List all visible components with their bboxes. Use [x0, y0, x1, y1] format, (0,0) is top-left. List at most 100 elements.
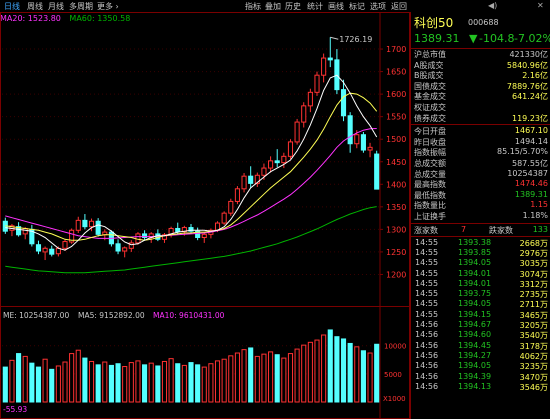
ma10-line [5, 92, 378, 241]
candle-up [62, 241, 68, 249]
stat-value: 1494.14 [514, 136, 548, 146]
candle-down [188, 227, 194, 232]
down-arrow-icon: ▼ [469, 32, 478, 45]
candle-up [321, 57, 327, 76]
kline-chart[interactable]: 1200 1250 1300 1350 1400 1450 1500 1550 1600 1650… [0, 0, 410, 419]
candle-up [314, 74, 320, 93]
candle-up [367, 146, 373, 151]
volume-bar [228, 355, 234, 403]
volume-bar [155, 365, 161, 403]
stat-value: 1474.46 [514, 179, 548, 189]
tick-time: 14:55 [415, 309, 439, 319]
volume-bar [274, 354, 280, 403]
tool-draw-line[interactable]: 画线 [328, 2, 344, 11]
quote-panel: 科创50 000688 1389.31 ▼ -104.8 -7.02% 沪总市值… [410, 12, 550, 419]
decliners-label: 跌家数 [489, 225, 513, 235]
volume-bar [347, 342, 353, 403]
volume-bar [168, 358, 174, 403]
candle-up [122, 247, 128, 252]
volume-bar [261, 353, 267, 403]
candle-up [135, 233, 141, 244]
stat-label: 指数量比 [414, 201, 446, 211]
candle-down [35, 244, 42, 252]
price-tick-label: 1650 [386, 68, 406, 77]
tick-volume: 2735万 [519, 290, 548, 300]
volume-bar [175, 363, 181, 403]
decliners-count: 133 [532, 224, 548, 234]
tab-daily[interactable]: 日线 [4, 2, 20, 11]
close-icon[interactable]: ✕ [537, 1, 544, 10]
tick-volume: 3235万 [519, 362, 548, 372]
volume-bar [301, 344, 307, 403]
sound-icon[interactable]: ◀) [488, 1, 498, 10]
tick-price: 1394.01 [458, 278, 492, 288]
volume-bar [360, 350, 366, 403]
volume-bar [367, 352, 373, 403]
volume-bar [281, 357, 287, 403]
candle-up [294, 121, 300, 143]
tick-time: 14:55 [415, 237, 439, 247]
tool-statistics[interactable]: 统计 [307, 2, 323, 11]
price-change-pct: -7.02% [514, 32, 550, 45]
tool-history[interactable]: 历史 [285, 2, 301, 11]
tick-row: 14:56 1394.05 3235万 [411, 361, 550, 371]
volume-bar [321, 334, 327, 403]
candle-up [88, 220, 95, 228]
tool-return[interactable]: 返回 [391, 2, 407, 11]
stat-value: 119.23亿 [512, 113, 548, 123]
tick-volume: 3205万 [519, 321, 548, 330]
tick-time: 14:56 [415, 330, 439, 340]
candle-up [69, 229, 75, 243]
volume-bar [142, 364, 148, 403]
stat-row: 指数振幅 85.15/5.70% [411, 147, 550, 157]
advancers-count: 7 [461, 224, 467, 234]
tick-volume: 3074万 [519, 269, 548, 279]
tick-row: 14:56 1394.13 3546万 [411, 382, 550, 392]
tool-indicator[interactable]: 指标 [245, 2, 261, 11]
tick-row: 14:56 1394.39 3470万 [411, 372, 550, 382]
volume-bar [340, 338, 347, 403]
price-tick-label: 1600 [386, 90, 406, 99]
volume-bar [248, 347, 254, 403]
tab-weekly[interactable]: 周线 [27, 2, 43, 11]
tool-overlay[interactable]: 叠加 [265, 2, 281, 11]
high-marker-line [330, 36, 339, 40]
stat-row: 债券成交 119.23亿 [411, 113, 550, 123]
stat-row: 上证换手 1.18% [411, 211, 550, 221]
stat-value: 1.18% [522, 211, 548, 220]
tick-row: 14:55 1394.15 3465万 [411, 310, 550, 320]
tick-price: 1394.45 [458, 340, 492, 350]
tool-mark[interactable]: 标记 [349, 2, 365, 11]
tick-volume: 2976万 [519, 248, 548, 258]
macd-value-label: -55.93 [3, 405, 27, 414]
volume-legend-item: MA10: 9610431.00 [153, 311, 225, 320]
stat-row: B股成交 2.16亿 [411, 70, 550, 80]
stat-label: B股成交 [414, 71, 444, 81]
tick-time: 14:56 [415, 320, 439, 329]
stat-row: 总成交额 587.55亿 [411, 158, 550, 168]
volume-bar [95, 364, 101, 403]
candle-up [234, 188, 240, 202]
volume-bar [374, 343, 380, 403]
candle-down [142, 233, 148, 238]
tool-options[interactable]: 选项 [370, 2, 386, 11]
price-tick-label: 1300 [386, 225, 406, 234]
stat-row: 国债成交 7889.76亿 [411, 81, 550, 91]
tick-price: 1394.01 [458, 268, 492, 278]
candle-up [221, 212, 227, 224]
tick-price: 1394.67 [458, 320, 492, 329]
tick-row: 14:56 1394.45 3178万 [411, 341, 550, 351]
stat-label: 最高指数 [414, 180, 446, 190]
volume-unit-label: X1000 [383, 395, 406, 403]
tab-multi-period[interactable]: 多周期 [69, 2, 93, 11]
tab-monthly[interactable]: 月线 [48, 2, 64, 11]
tab-more[interactable]: 更多 › [97, 2, 119, 11]
candle-down [347, 115, 353, 145]
tick-volume: 3546万 [519, 382, 548, 392]
price-tick-label: 1550 [386, 113, 406, 122]
candle-up [228, 200, 234, 214]
index-name: 科创50 [414, 16, 454, 30]
candle-up [307, 91, 313, 107]
volume-bar [287, 353, 294, 403]
tick-time: 14:56 [415, 381, 439, 391]
